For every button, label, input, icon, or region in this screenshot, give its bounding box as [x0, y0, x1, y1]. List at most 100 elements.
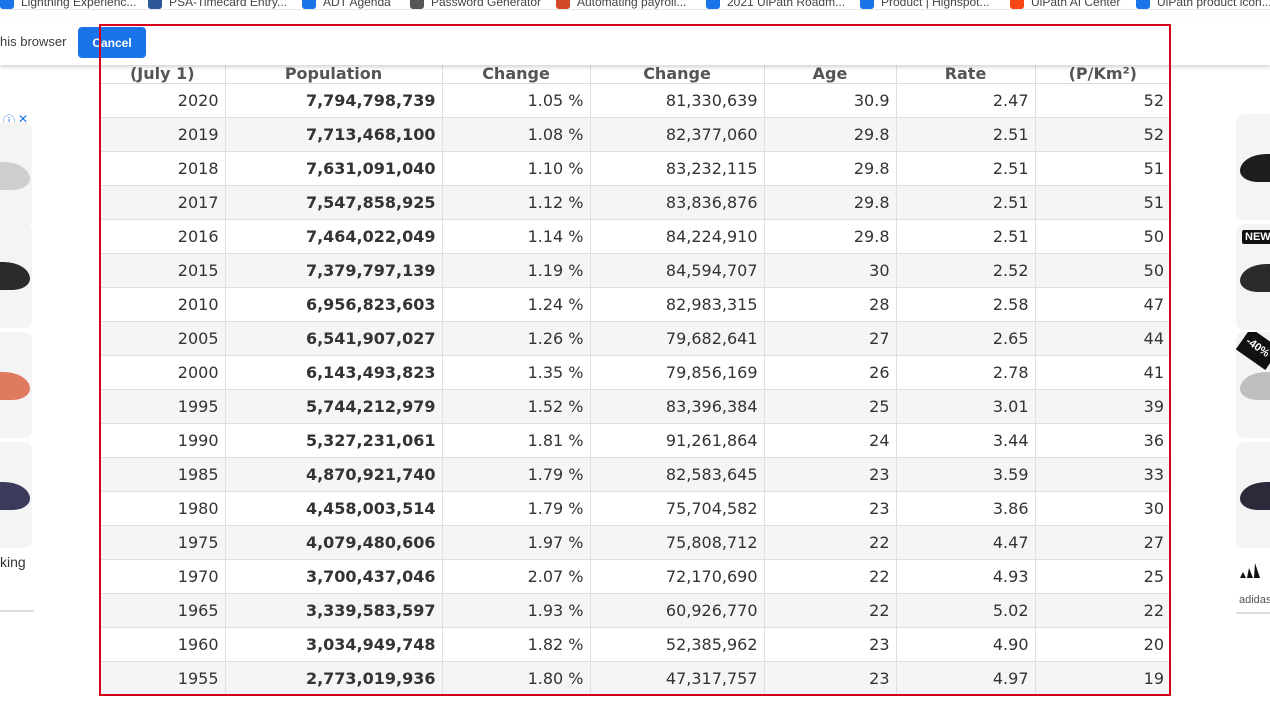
close-icon[interactable]: ✕ — [18, 112, 29, 126]
table-cell: 5.02 — [896, 593, 1036, 628]
table-cell: 3,700,437,046 — [225, 559, 443, 594]
table-cell: 22 — [764, 593, 897, 628]
table-cell: 50 — [1035, 219, 1170, 254]
table-cell: 28 — [764, 287, 897, 322]
bookmark-item[interactable]: Password Generator — [410, 0, 541, 9]
ad-product-card[interactable] — [1236, 114, 1270, 220]
table-cell: 83,836,876 — [590, 185, 765, 220]
population-table-container: (July 1) Population Change Change Age Rate (P/… — [100, 40, 1170, 695]
table-cell: 4,870,921,740 — [225, 457, 443, 492]
word-doc-icon — [148, 0, 162, 9]
ad-caption[interactable]: king — [0, 554, 26, 570]
table-cell: 4.93 — [896, 559, 1036, 594]
table-cell: 1.93 % — [442, 593, 591, 628]
ad-product-card[interactable] — [0, 332, 32, 438]
table-cell: 2.07 % — [442, 559, 591, 594]
shoe-image — [0, 482, 30, 510]
shoe-image — [1240, 482, 1270, 510]
ad-product-card[interactable] — [0, 222, 32, 328]
table-cell: 1.10 % — [442, 151, 591, 186]
table-cell: 79,682,641 — [590, 321, 765, 356]
uipath-icon — [1136, 0, 1150, 9]
table-cell: 1.08 % — [442, 117, 591, 152]
table-cell: 1965 — [100, 593, 226, 628]
table-cell: 6,541,907,027 — [225, 321, 443, 356]
table-cell: 2.51 — [896, 151, 1036, 186]
table-cell: 51 — [1035, 151, 1170, 186]
table-cell: 30.9 — [764, 83, 897, 118]
highspot-icon — [860, 0, 874, 9]
table-cell: 3,034,949,748 — [225, 627, 443, 662]
table-row: 2010 6,956,823,603 1.24 % 82,983,315 28 2.58 4… — [100, 287, 1170, 322]
table-cell: 81,330,639 — [590, 83, 765, 118]
table-row: 2015 7,379,797,139 1.19 % 84,594,707 30 2.52 5… — [100, 253, 1170, 288]
table-cell: 2020 — [100, 83, 226, 118]
bookmark-item[interactable]: Product | Highspot... — [860, 0, 990, 9]
table-cell: 60,926,770 — [590, 593, 765, 628]
right-ad-banner[interactable]: NEW -40% adidas — [1236, 110, 1270, 620]
ad-product-card[interactable]: NEW — [1236, 224, 1270, 330]
table-cell: 6,143,493,823 — [225, 355, 443, 390]
table-cell: 41 — [1035, 355, 1170, 390]
cancel-button[interactable]: Cancel — [78, 27, 146, 58]
table-cell: 1990 — [100, 423, 226, 458]
ad-product-card[interactable] — [0, 122, 32, 228]
table-cell: 29.8 — [764, 117, 897, 152]
shoe-image — [0, 262, 30, 290]
bookmark-item[interactable]: Lightning Experienc... — [0, 0, 137, 9]
table-cell: 3.44 — [896, 423, 1036, 458]
table-row: 2005 6,541,907,027 1.26 % 79,682,641 27 2.65 4… — [100, 321, 1170, 356]
table-cell: 5,327,231,061 — [225, 423, 443, 458]
left-ad-banner[interactable]: ⓘ ✕ king — [0, 110, 36, 620]
table-row: 1990 5,327,231,061 1.81 % 91,261,864 24 3.44 3… — [100, 423, 1170, 458]
table-cell: 1.81 % — [442, 423, 591, 458]
table-cell: 82,983,315 — [590, 287, 765, 322]
table-cell: 2.51 — [896, 185, 1036, 220]
table-cell: 82,377,060 — [590, 117, 765, 152]
table-row: 2017 7,547,858,925 1.12 % 83,836,876 29.8 2.5… — [100, 185, 1170, 220]
table-cell: 52 — [1035, 117, 1170, 152]
table-cell: 25 — [1035, 559, 1170, 594]
table-cell: 1.05 % — [442, 83, 591, 118]
ad-product-card[interactable]: -40% — [1236, 332, 1270, 438]
bookmark-item[interactable]: 2021 UiPath Roadm... — [706, 0, 846, 9]
table-cell: 22 — [1035, 593, 1170, 628]
table-cell: 4.90 — [896, 627, 1036, 662]
table-cell: 79,856,169 — [590, 355, 765, 390]
table-cell: 30 — [1035, 491, 1170, 526]
table-cell: 75,704,582 — [590, 491, 765, 526]
table-cell: 3,339,583,597 — [225, 593, 443, 628]
bookmark-label: UiPath AI Center — [1031, 0, 1121, 9]
shoe-image — [1240, 372, 1270, 400]
table-cell: 1.14 % — [442, 219, 591, 254]
ad-brand: adidas — [1239, 594, 1270, 606]
bookmark-item[interactable]: ADT Agenda — [302, 0, 391, 9]
bookmark-item[interactable]: UiPath product icon... — [1136, 0, 1270, 9]
bookmark-label: UiPath product icon... — [1157, 0, 1270, 9]
bookmark-label: 2021 UiPath Roadm... — [727, 0, 846, 9]
table-cell: 7,713,468,100 — [225, 117, 443, 152]
ad-product-card[interactable] — [1236, 442, 1270, 548]
table-cell: 1960 — [100, 627, 226, 662]
table-cell: 27 — [1035, 525, 1170, 560]
table-row: 1980 4,458,003,514 1.79 % 75,704,582 23 3.86 3… — [100, 491, 1170, 526]
table-cell: 36 — [1035, 423, 1170, 458]
bookmark-item[interactable]: UiPath AI Center — [1010, 0, 1121, 9]
table-cell: 1970 — [100, 559, 226, 594]
bookmark-item[interactable]: Automating payroll... — [556, 0, 686, 9]
new-badge: NEW — [1242, 230, 1270, 244]
table-row: 1970 3,700,437,046 2.07 % 72,170,690 22 4.93 2… — [100, 559, 1170, 594]
bookmark-label: Lightning Experienc... — [21, 0, 137, 9]
table-cell: 3.01 — [896, 389, 1036, 424]
table-cell: 22 — [764, 559, 897, 594]
table-cell: 29.8 — [764, 219, 897, 254]
ad-product-card[interactable] — [0, 442, 32, 548]
discount-badge: -40% — [1236, 332, 1270, 370]
bookmark-item[interactable]: PSA-Timecard Entry... — [148, 0, 287, 9]
table-row: 2000 6,143,493,823 1.35 % 79,856,169 26 2.78 4… — [100, 355, 1170, 390]
table-cell: 2.47 — [896, 83, 1036, 118]
table-cell: 20 — [1035, 627, 1170, 662]
table-cell: 1.52 % — [442, 389, 591, 424]
table-cell: 25 — [764, 389, 897, 424]
table-cell: 6,956,823,603 — [225, 287, 443, 322]
